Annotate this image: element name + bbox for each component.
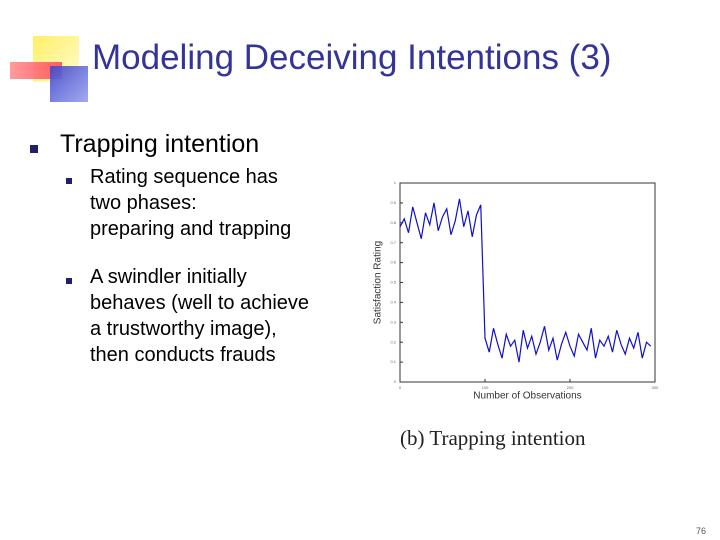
y-tick-label: 0.9 xyxy=(390,200,396,205)
deco-red xyxy=(10,62,62,79)
sub-bullet-text: preparing and trapping xyxy=(90,218,292,240)
y-tick-label: 0.7 xyxy=(390,240,396,245)
y-tick-label: 0.1 xyxy=(390,359,396,364)
y-tick-label: 0.2 xyxy=(390,339,396,344)
sub-bullet-text: two phases: xyxy=(90,192,197,214)
x-tick-label: 100 xyxy=(482,385,489,390)
sub-bullet xyxy=(66,278,72,284)
page-number: 76 xyxy=(695,526,706,536)
y-axis-label: Satisfaction Rating xyxy=(373,241,384,324)
y-tick-label: 0 xyxy=(394,379,397,384)
y-tick-label: 0.6 xyxy=(390,260,396,265)
x-tick-label: 200 xyxy=(567,385,574,390)
y-tick-label: 1 xyxy=(394,180,397,185)
bullet-text: Trapping intention xyxy=(60,130,260,158)
y-tick-label: 0.4 xyxy=(390,299,396,304)
sub-bullet-text: a trustworthy image), xyxy=(90,318,277,340)
x-tick-label: 300 xyxy=(652,385,659,390)
bullet xyxy=(30,145,38,153)
chart-caption: (b) Trapping intention xyxy=(400,426,586,450)
plot-frame xyxy=(399,182,656,383)
sub-bullet-text: then conducts frauds xyxy=(90,344,276,366)
sub-bullet-text: behaves (well to achieve xyxy=(90,292,310,314)
slide-title: Modeling Deceiving Intentions (3) xyxy=(92,38,612,77)
sub-bullet-text: Rating sequence has xyxy=(90,166,278,188)
sub-bullet xyxy=(66,178,72,184)
x-axis-label: Number of Observations xyxy=(473,391,581,402)
y-tick-label: 0.5 xyxy=(390,280,396,285)
deco-blue xyxy=(50,66,88,102)
x-tick-label: 0 xyxy=(399,385,402,390)
y-tick-label: 0.3 xyxy=(390,319,396,324)
y-tick-label: 0.8 xyxy=(390,220,396,225)
data-line xyxy=(399,198,652,363)
sub-bullet-text: A swindler initially xyxy=(90,266,247,288)
